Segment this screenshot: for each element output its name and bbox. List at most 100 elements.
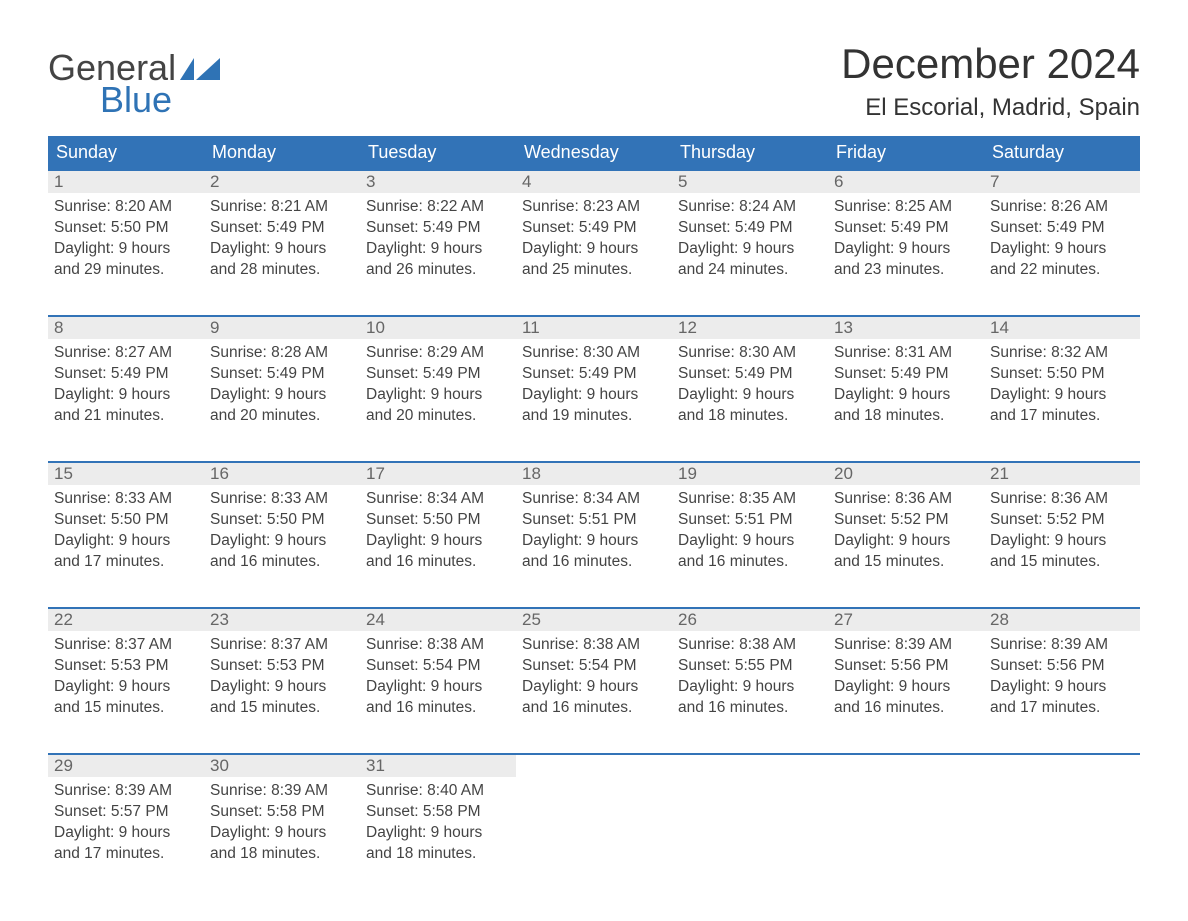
day-cell: 17Sunrise: 8:34 AMSunset: 5:50 PMDayligh… <box>360 463 516 589</box>
day-number-row <box>516 755 672 777</box>
day-sunrise: Sunrise: 8:39 AM <box>210 781 354 802</box>
day-sunrise: Sunrise: 8:39 AM <box>834 635 978 656</box>
day-number: 16 <box>210 464 229 483</box>
day-cell: 11Sunrise: 8:30 AMSunset: 5:49 PMDayligh… <box>516 317 672 443</box>
day-sunrise: Sunrise: 8:21 AM <box>210 197 354 218</box>
day-day2: and 18 minutes. <box>210 844 354 865</box>
day-day2: and 29 minutes. <box>54 260 198 281</box>
day-number-row: 11 <box>516 317 672 339</box>
day-sunset: Sunset: 5:58 PM <box>366 802 510 823</box>
day-body: Sunrise: 8:34 AMSunset: 5:50 PMDaylight:… <box>360 485 516 583</box>
day-cell: 7 Sunrise: 8:26 AMSunset: 5:49 PMDaylight… <box>984 171 1140 297</box>
day-day2: and 16 minutes. <box>210 552 354 573</box>
day-number-row: 31 <box>360 755 516 777</box>
day-body: Sunrise: 8:26 AMSunset: 5:49 PMDaylight:… <box>984 193 1140 291</box>
day-number: 19 <box>678 464 697 483</box>
day-cell: 25Sunrise: 8:38 AMSunset: 5:54 PMDayligh… <box>516 609 672 735</box>
day-day2: and 25 minutes. <box>522 260 666 281</box>
day-number <box>678 756 683 775</box>
day-body: Sunrise: 8:29 AMSunset: 5:49 PMDaylight:… <box>360 339 516 437</box>
day-cell: 23Sunrise: 8:37 AMSunset: 5:53 PMDayligh… <box>204 609 360 735</box>
weekday-header: Thursday <box>672 136 828 169</box>
day-sunset: Sunset: 5:49 PM <box>522 364 666 385</box>
day-day2: and 22 minutes. <box>990 260 1134 281</box>
day-cell: 4Sunrise: 8:23 AMSunset: 5:49 PMDaylight… <box>516 171 672 297</box>
weekday-header: Sunday <box>48 136 204 169</box>
day-day1: Daylight: 9 hours <box>522 531 666 552</box>
day-cell: 30Sunrise: 8:39 AMSunset: 5:58 PMDayligh… <box>204 755 360 881</box>
day-day1: Daylight: 9 hours <box>522 385 666 406</box>
day-number-row: 7 <box>984 171 1140 193</box>
day-day2: and 18 minutes. <box>678 406 822 427</box>
location: El Escorial, Madrid, Spain <box>841 94 1140 122</box>
day-number-row: 18 <box>516 463 672 485</box>
day-number-row: 28 <box>984 609 1140 631</box>
day-cell: 12Sunrise: 8:30 AMSunset: 5:49 PMDayligh… <box>672 317 828 443</box>
logo: General Blue <box>48 40 220 118</box>
day-body: Sunrise: 8:22 AMSunset: 5:49 PMDaylight:… <box>360 193 516 291</box>
day-number: 26 <box>678 610 697 629</box>
day-day1: Daylight: 9 hours <box>210 823 354 844</box>
day-day1: Daylight: 9 hours <box>678 239 822 260</box>
day-cell: 21Sunrise: 8:36 AMSunset: 5:52 PMDayligh… <box>984 463 1140 589</box>
day-cell <box>672 755 828 881</box>
day-day1: Daylight: 9 hours <box>522 677 666 698</box>
day-sunset: Sunset: 5:53 PM <box>54 656 198 677</box>
day-sunset: Sunset: 5:49 PM <box>54 364 198 385</box>
day-number: 2 <box>210 172 219 191</box>
day-day2: and 24 minutes. <box>678 260 822 281</box>
day-cell: 27Sunrise: 8:39 AMSunset: 5:56 PMDayligh… <box>828 609 984 735</box>
day-number: 29 <box>54 756 73 775</box>
day-body: Sunrise: 8:33 AMSunset: 5:50 PMDaylight:… <box>48 485 204 583</box>
day-number: 24 <box>366 610 385 629</box>
day-number-row: 23 <box>204 609 360 631</box>
day-sunrise: Sunrise: 8:38 AM <box>522 635 666 656</box>
day-day1: Daylight: 9 hours <box>210 239 354 260</box>
day-number: 9 <box>210 318 219 337</box>
day-number: 31 <box>366 756 385 775</box>
day-day2: and 16 minutes. <box>366 552 510 573</box>
day-sunrise: Sunrise: 8:34 AM <box>366 489 510 510</box>
day-sunset: Sunset: 5:49 PM <box>678 364 822 385</box>
day-day1: Daylight: 9 hours <box>366 677 510 698</box>
day-sunset: Sunset: 5:49 PM <box>834 364 978 385</box>
weekday-header: Monday <box>204 136 360 169</box>
day-number-row: 24 <box>360 609 516 631</box>
day-day1: Daylight: 9 hours <box>834 239 978 260</box>
day-sunset: Sunset: 5:49 PM <box>522 218 666 239</box>
day-number: 7 <box>990 172 999 191</box>
day-number <box>522 756 527 775</box>
day-number-row: 14 <box>984 317 1140 339</box>
day-number: 4 <box>522 172 531 191</box>
weekday-header: Saturday <box>984 136 1140 169</box>
day-day2: and 18 minutes. <box>366 844 510 865</box>
day-number: 3 <box>366 172 375 191</box>
week-row: 15Sunrise: 8:33 AMSunset: 5:50 PMDayligh… <box>48 461 1140 589</box>
day-day1: Daylight: 9 hours <box>54 531 198 552</box>
day-body: Sunrise: 8:21 AMSunset: 5:49 PMDaylight:… <box>204 193 360 291</box>
day-sunset: Sunset: 5:50 PM <box>54 510 198 531</box>
day-sunrise: Sunrise: 8:28 AM <box>210 343 354 364</box>
day-body: Sunrise: 8:24 AMSunset: 5:49 PMDaylight:… <box>672 193 828 291</box>
day-day2: and 16 minutes. <box>366 698 510 719</box>
title-block: December 2024 El Escorial, Madrid, Spain <box>841 40 1140 122</box>
day-sunrise: Sunrise: 8:34 AM <box>522 489 666 510</box>
day-cell <box>828 755 984 881</box>
day-day2: and 16 minutes. <box>678 552 822 573</box>
day-cell: 3 Sunrise: 8:22 AMSunset: 5:49 PMDaylight… <box>360 171 516 297</box>
day-day2: and 15 minutes. <box>834 552 978 573</box>
day-number: 25 <box>522 610 541 629</box>
day-cell: 26Sunrise: 8:38 AMSunset: 5:55 PMDayligh… <box>672 609 828 735</box>
week-row: 1Sunrise: 8:20 AMSunset: 5:50 PMDaylight… <box>48 169 1140 297</box>
weekday-header-row: Sunday Monday Tuesday Wednesday Thursday… <box>48 136 1140 169</box>
day-sunrise: Sunrise: 8:33 AM <box>54 489 198 510</box>
day-body: Sunrise: 8:37 AMSunset: 5:53 PMDaylight:… <box>48 631 204 729</box>
day-day1: Daylight: 9 hours <box>54 385 198 406</box>
week-row: 29Sunrise: 8:39 AMSunset: 5:57 PMDayligh… <box>48 753 1140 881</box>
day-sunrise: Sunrise: 8:27 AM <box>54 343 198 364</box>
day-number: 14 <box>990 318 1009 337</box>
day-body: Sunrise: 8:25 AMSunset: 5:49 PMDaylight:… <box>828 193 984 291</box>
day-day1: Daylight: 9 hours <box>210 677 354 698</box>
day-sunset: Sunset: 5:50 PM <box>990 364 1134 385</box>
day-day2: and 18 minutes. <box>834 406 978 427</box>
